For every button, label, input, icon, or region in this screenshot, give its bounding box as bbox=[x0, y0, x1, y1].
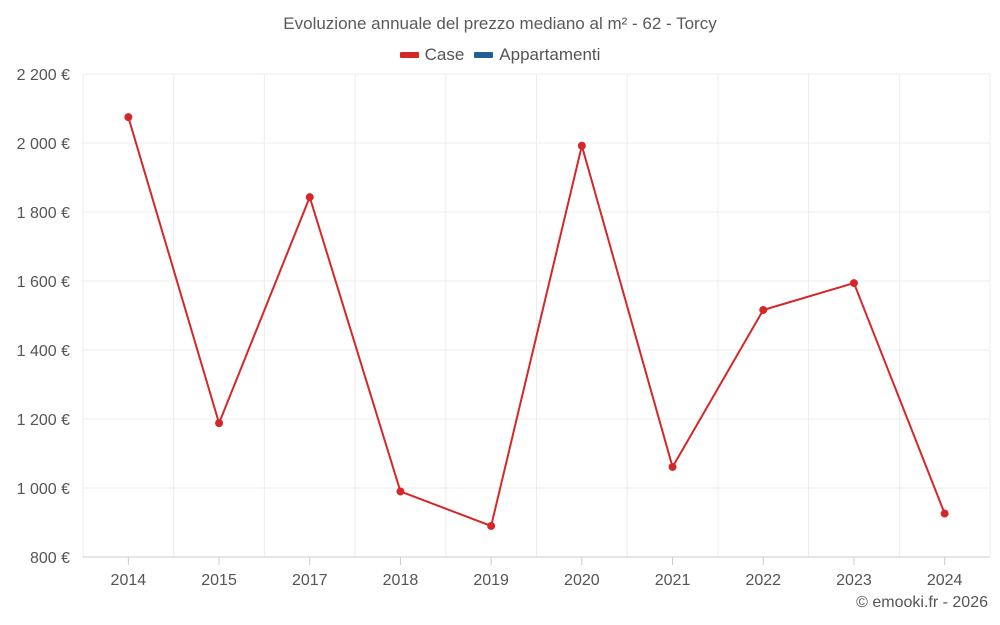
x-tick-label: 2014 bbox=[111, 572, 147, 589]
x-tick-label: 2021 bbox=[655, 572, 691, 589]
x-tick-label: 2024 bbox=[927, 572, 963, 589]
y-tick-label: 800 € bbox=[30, 550, 70, 567]
data-point bbox=[668, 462, 677, 471]
x-tick-label: 2018 bbox=[383, 572, 419, 589]
data-point bbox=[215, 419, 224, 428]
legend-swatch-appartamenti bbox=[474, 52, 494, 58]
x-tick-label: 2015 bbox=[201, 572, 237, 589]
y-tick-label: 1 400 € bbox=[17, 343, 70, 360]
legend-label-appartamenti: Appartamenti bbox=[499, 45, 601, 64]
chart-legend: Case Appartamenti bbox=[0, 45, 1000, 65]
credit-text: © emooki.fr - 2026 bbox=[856, 594, 988, 611]
x-tick-label: 2023 bbox=[836, 572, 872, 589]
legend-swatch-case bbox=[399, 52, 419, 58]
series-line-case bbox=[127, 116, 946, 527]
data-point bbox=[396, 487, 405, 496]
y-tick-label: 1 600 € bbox=[17, 274, 70, 291]
y-tick-label: 2 200 € bbox=[17, 67, 70, 84]
x-tick-label: 2017 bbox=[292, 572, 328, 589]
x-tick-label: 2019 bbox=[473, 572, 509, 589]
legend-label-case: Case bbox=[424, 45, 465, 64]
data-point bbox=[759, 305, 768, 314]
legend-item-case[interactable]: Case bbox=[399, 45, 465, 65]
legend-item-appartamenti[interactable]: Appartamenti bbox=[474, 45, 600, 65]
x-tick-label: 2020 bbox=[564, 572, 600, 589]
data-point bbox=[305, 193, 314, 202]
chart-title: Evoluzione annuale del prezzo mediano al… bbox=[283, 14, 717, 33]
data-point bbox=[849, 279, 858, 288]
data-point bbox=[940, 509, 949, 518]
y-tick-label: 1 800 € bbox=[17, 205, 70, 222]
y-tick-label: 2 000 € bbox=[17, 136, 70, 153]
data-point bbox=[487, 521, 496, 530]
y-tick-label: 1 000 € bbox=[17, 481, 70, 498]
y-tick-label: 1 200 € bbox=[17, 412, 70, 429]
data-point bbox=[124, 113, 133, 122]
x-tick-label: 2022 bbox=[745, 572, 781, 589]
data-point bbox=[577, 141, 586, 150]
